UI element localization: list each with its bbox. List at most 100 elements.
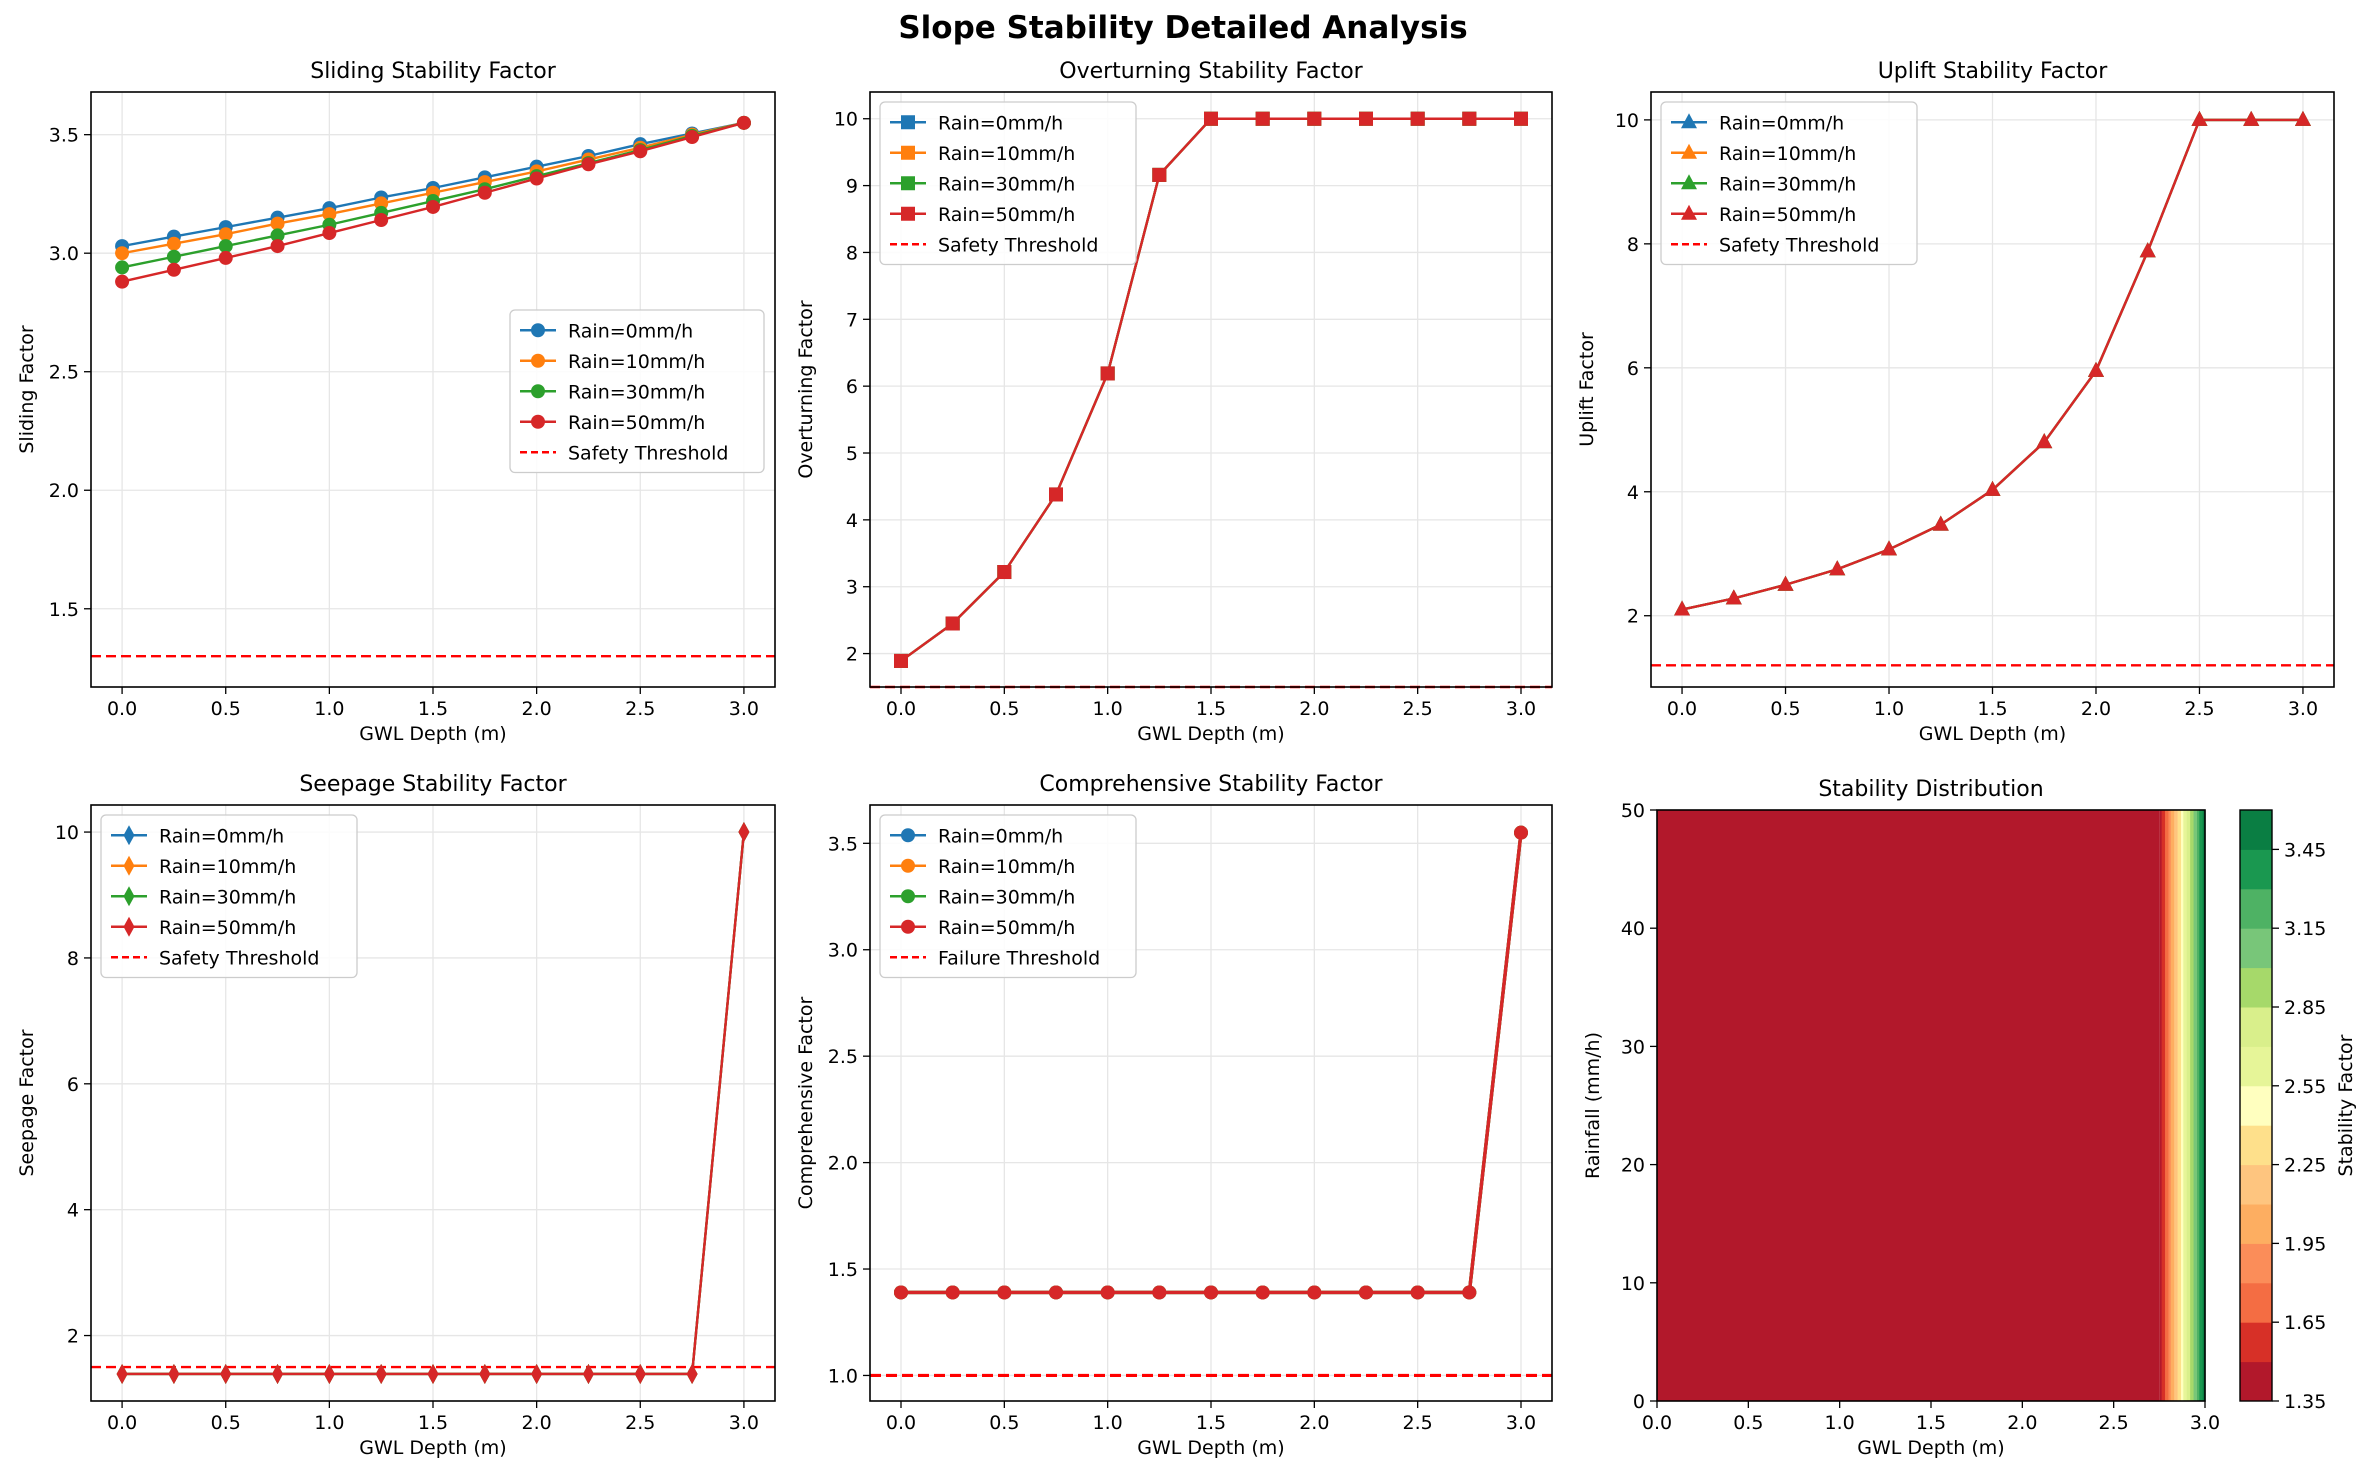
legend-marker	[123, 825, 135, 846]
y-tick-label: 2	[846, 644, 858, 666]
x-tick-label: 2.5	[1403, 698, 1433, 720]
x-tick-label: 0.5	[989, 698, 1019, 720]
data-point	[477, 185, 492, 200]
colorbar-level	[2240, 1204, 2272, 1244]
y-tick-label: 1.0	[828, 1365, 858, 1387]
colorbar-level	[2240, 1085, 2272, 1126]
data-point	[427, 1363, 439, 1384]
data-point	[1204, 1285, 1218, 1300]
y-tick-label: 1.5	[49, 599, 79, 621]
legend-marker	[901, 889, 915, 904]
data-point	[218, 250, 233, 265]
legend-label: Safety Threshold	[938, 234, 1098, 256]
y-tick-label: 10	[834, 109, 858, 131]
data-point	[738, 822, 750, 843]
colorbar-level	[2240, 1164, 2272, 1205]
x-tick-label: 1.0	[314, 1412, 344, 1434]
data-point	[1100, 366, 1115, 381]
colorbar-level	[2240, 1322, 2272, 1363]
subplot-6: 0.0 0.5 1.0 1.5 2.0 2.5 3.0 0 10 20 30 40 50 Stabilit…	[1582, 777, 2357, 1459]
data-point	[375, 1363, 387, 1384]
colorbar-level	[2240, 849, 2272, 890]
data-point	[945, 616, 960, 631]
heatmap-cell	[2165, 810, 2167, 1401]
x-axis-label: GWL Depth (m)	[1919, 723, 2066, 745]
data-point	[116, 1363, 128, 1384]
data-point	[1410, 1285, 1425, 1300]
subplot-title: Seepage Stability Factor	[299, 772, 567, 797]
colorbar-level	[2240, 1243, 2272, 1284]
data-point	[686, 1363, 698, 1384]
legend-label: Rain=10mm/h	[938, 856, 1075, 878]
x-tick-label: 0.5	[1733, 1412, 1763, 1434]
legend-marker	[901, 858, 915, 873]
legend-marker	[901, 176, 915, 191]
y-tick-label: 6	[67, 1074, 79, 1096]
colorbar-level	[2240, 1125, 2272, 1166]
legend-marker	[123, 916, 135, 937]
data-point	[166, 249, 181, 264]
legend-marker	[1681, 143, 1697, 159]
data-point	[1829, 560, 1846, 576]
y-tick-label: 3.0	[49, 243, 79, 265]
legend: Rain=0mm/h Rain=10mm/h Rain=30mm/h Rain=50m…	[1660, 101, 1918, 266]
subplot-title: Stability Distribution	[1818, 777, 2043, 802]
colorbar-tick-label: 2.55	[2284, 1076, 2326, 1098]
data-point	[1255, 111, 1270, 126]
legend-marker	[901, 115, 915, 130]
heatmap-cell	[2185, 810, 2188, 1401]
data-point	[685, 130, 700, 145]
data-point	[270, 216, 285, 231]
y-tick-label: 0	[1633, 1391, 1645, 1413]
data-point	[1514, 825, 1528, 840]
y-axis-label: Comprehensive Factor	[795, 997, 817, 1210]
heatmap-cell	[2177, 810, 2180, 1401]
legend-marker	[901, 206, 915, 221]
legend-label: Rain=10mm/h	[568, 351, 705, 373]
heatmap-cell	[2194, 810, 2197, 1401]
x-tick-label: 1.5	[418, 1412, 448, 1434]
x-tick-label: 1.5	[1916, 1412, 1946, 1434]
x-tick-label: 2.5	[2184, 698, 2214, 720]
x-axis-label: GWL Depth (m)	[1137, 1437, 1284, 1459]
data-point	[1204, 111, 1218, 126]
data-point	[997, 1285, 1012, 1300]
y-tick-label: 3.5	[49, 125, 79, 147]
y-tick-label: 50	[1621, 800, 1645, 822]
x-tick-label: 0.0	[1667, 698, 1697, 720]
x-axis-label: GWL Depth (m)	[1137, 723, 1284, 745]
y-tick-label: 4	[67, 1200, 79, 1222]
series-4	[1674, 110, 2311, 616]
data-point	[1049, 1285, 1063, 1300]
y-tick-label: 5	[846, 443, 858, 465]
heatmap-region	[1657, 810, 2160, 1401]
heatmap-cell	[2201, 810, 2204, 1401]
data-point	[581, 157, 596, 172]
data-point	[426, 199, 440, 214]
heatmap-cell	[2161, 810, 2164, 1401]
data-point	[1932, 515, 1949, 531]
data-point	[1100, 1285, 1115, 1300]
heatmap-cell	[2192, 810, 2195, 1401]
heatmap-cell	[2195, 810, 2198, 1401]
data-point	[1307, 111, 1322, 126]
legend-label: Rain=0mm/h	[938, 112, 1063, 134]
data-point	[736, 115, 751, 130]
data-point	[1255, 1285, 1270, 1300]
x-tick-label: 0.5	[1770, 698, 1800, 720]
y-tick-label: 4	[1627, 482, 1639, 504]
legend: Rain=0mm/h Rain=10mm/h Rain=30mm/h Rain=50m…	[100, 814, 358, 979]
subplots: 0.0 0.5 1.0 1.5 2.0 2.5 3.0 1.5 2.0 2.5 3.0 3.5 Slid…	[16, 59, 2357, 1459]
series-4	[894, 825, 1528, 1300]
subplot-title: Overturning Stability Factor	[1059, 59, 1363, 84]
heatmap-cell	[2176, 810, 2179, 1401]
x-tick-label: 1.5	[1196, 1412, 1226, 1434]
y-tick-label: 2.5	[49, 362, 79, 384]
legend-label: Rain=50mm/h	[159, 917, 296, 939]
x-tick-label: 3.0	[2288, 698, 2318, 720]
data-point	[1881, 540, 1898, 556]
x-tick-label: 0.5	[989, 1412, 1019, 1434]
x-tick-label: 3.0	[729, 1412, 759, 1434]
y-axis-label: Seepage Factor	[16, 1029, 38, 1176]
